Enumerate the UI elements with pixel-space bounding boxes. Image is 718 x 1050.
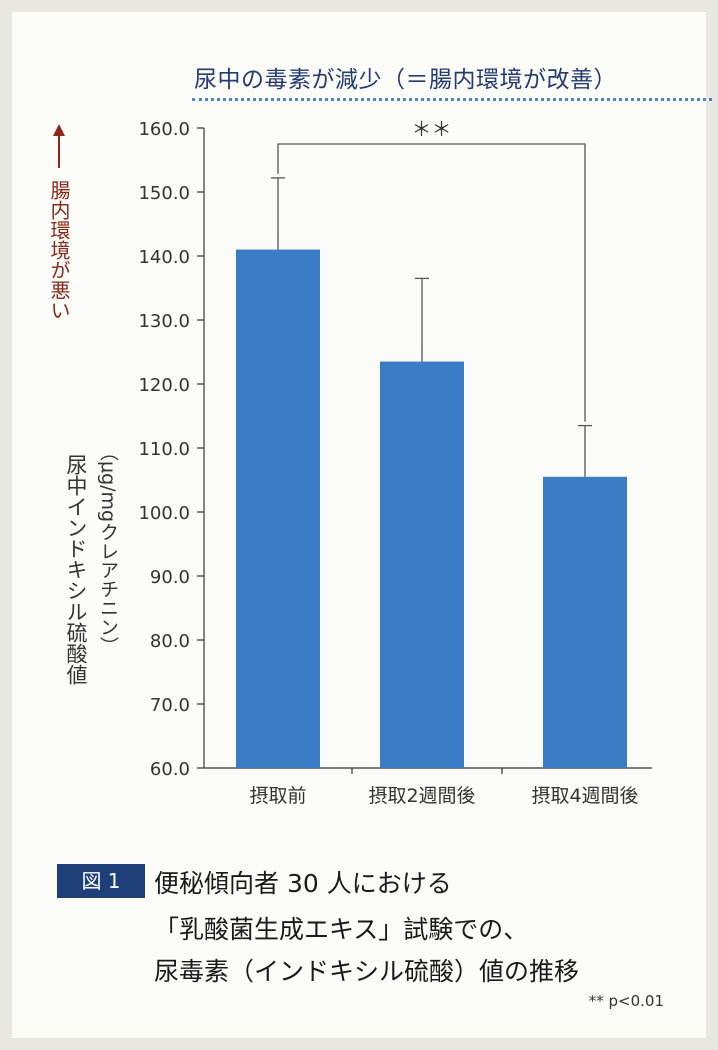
caption-line-1: 便秘傾向者 30 人における: [154, 869, 452, 898]
y-tick-label: 120.0: [138, 375, 190, 396]
significance-note: ** p<0.01: [588, 992, 664, 1010]
bar-3: [543, 476, 627, 768]
bar-1: [236, 249, 320, 769]
y-tick-label: 130.0: [138, 311, 190, 332]
direction-label: 腸内環境が悪い: [47, 180, 71, 320]
x-tick-label-3: 摂取4週間後: [531, 785, 638, 807]
figure-number-tag: 図 1: [57, 864, 145, 898]
bar-2: [380, 361, 464, 768]
y-tick-label: 150.0: [138, 183, 190, 204]
headline: 尿中の毒素が減少（＝腸内環境が改善）: [194, 67, 617, 93]
y-tick-label: 140.0: [138, 247, 190, 268]
headline-dotted-rule: [192, 98, 712, 101]
y-tick-label: 100.0: [138, 503, 190, 524]
x-tick-label-2: 摂取2週間後: [368, 785, 475, 807]
caption-line-3: 尿毒素（インドキシル硫酸）値の推移: [154, 957, 580, 986]
y-axis-unit: （μg/mgクレアチニン）: [97, 442, 119, 655]
y-tick-label: 80.0: [150, 631, 190, 652]
significance-label: ＊＊: [412, 117, 452, 141]
y-tick-label: 160.0: [138, 119, 190, 140]
y-tick-label: 90.0: [150, 567, 190, 588]
significance-bracket: [277, 143, 586, 422]
y-tick-label: 60.0: [150, 759, 190, 780]
y-tick-label: 70.0: [150, 695, 190, 716]
figure-page: 尿中の毒素が減少（＝腸内環境が改善） 60.0 70.0 80.0 90.0 100.0…: [12, 12, 712, 1038]
caption-line-2: 「乳酸菌生成エキス」試験での、: [154, 915, 529, 944]
y-axis-title: 尿中インドキシル硫酸値: [64, 454, 88, 685]
bar-chart: 60.0 70.0 80.0 90.0 100.0 110.0 120.0 130.0 140.…: [47, 117, 652, 807]
y-tick-label: 110.0: [138, 439, 190, 460]
up-arrow-icon: [53, 124, 65, 136]
x-tick-label-1: 摂取前: [249, 785, 306, 807]
